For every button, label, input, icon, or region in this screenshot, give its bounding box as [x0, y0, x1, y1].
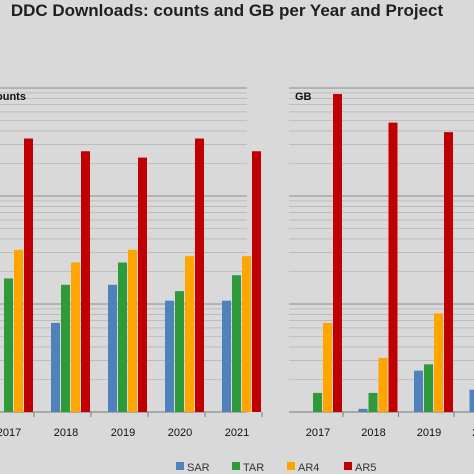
- x-tick-label: 2019: [111, 427, 135, 439]
- legend-item-ar5: AR5: [344, 462, 376, 474]
- bar-sar-2020: [469, 389, 474, 412]
- x-tick-label: 2018: [54, 427, 78, 439]
- bar-ar5-2019: [138, 157, 147, 412]
- legend-label: AR4: [298, 462, 319, 474]
- bar-ar4-2017: [14, 249, 23, 412]
- x-tick-label: 2021: [225, 427, 249, 439]
- bar-ar4-2018: [71, 262, 80, 412]
- bar-sar-2021: [222, 300, 231, 412]
- chart-legend: SAR TAR AR4 AR5: [176, 462, 376, 474]
- legend-label: SAR: [187, 462, 210, 474]
- legend-swatch: [344, 462, 352, 470]
- bar-ar4-2018: [378, 357, 388, 412]
- bar-ar5-2019: [444, 132, 453, 412]
- bar-tar-2017: [313, 392, 322, 412]
- panel-label: GB: [295, 91, 312, 103]
- bar-tar-2021: [232, 275, 241, 412]
- bar-tar-2018: [61, 284, 70, 412]
- bar-sar-2018: [358, 408, 368, 412]
- chart-panel-2: GB 2017 2018 2019 2020: [289, 87, 474, 439]
- legend-swatch: [232, 462, 240, 470]
- legend-item-tar: TAR: [232, 462, 264, 474]
- bar-tar-2019: [118, 262, 127, 412]
- bar-tar-2017: [4, 278, 13, 412]
- chart-panel-1: ounts 2017 2018 2019 2020 2021: [0, 87, 263, 439]
- x-tick-label: 2020: [168, 427, 192, 439]
- bar-ar4-2019: [434, 313, 443, 412]
- legend-item-ar4: AR4: [287, 462, 319, 474]
- legend-swatch: [176, 462, 184, 470]
- x-tick-label: 2017: [306, 427, 330, 439]
- legend-swatch: [287, 462, 295, 470]
- legend-label: AR5: [355, 462, 376, 474]
- panel-label: ounts: [0, 91, 26, 103]
- bar-ar4-2021: [242, 256, 251, 412]
- gridlines: [289, 87, 474, 413]
- chart-panels: ounts 2017 2018 2019 2020 2021 GB 2017 2018 2019 2…: [0, 87, 474, 439]
- bar-ar5-2021: [252, 151, 261, 413]
- bar-tar-2019: [424, 364, 433, 412]
- bar-ar4-2019: [128, 249, 137, 412]
- x-tick-label: 2017: [0, 427, 21, 439]
- legend-label: TAR: [243, 462, 264, 474]
- bar-sar-2018: [51, 322, 60, 412]
- bar-ar5-2020: [195, 138, 204, 412]
- bar-ar5-2018: [81, 151, 90, 413]
- bar-ar5-2018: [388, 122, 398, 413]
- bar-sar-2019: [414, 370, 423, 412]
- x-tick-label: 2019: [417, 427, 441, 439]
- bar-tar-2018: [368, 392, 378, 412]
- bar-ar5-2017: [24, 138, 33, 412]
- bar-sar-2019: [108, 284, 117, 412]
- legend-item-sar: SAR: [176, 462, 210, 474]
- bar-ar4-2020: [185, 256, 194, 412]
- bar-tar-2020: [175, 291, 184, 412]
- bar-ar4-2017: [323, 322, 332, 412]
- x-tick-label: 2018: [361, 427, 385, 439]
- chart-title: DDC Downloads: counts and GB per Year an…: [11, 1, 444, 20]
- bar-sar-2020: [165, 300, 174, 412]
- x-tick-label: 2020: [472, 427, 474, 439]
- bar-ar5-2017: [333, 94, 342, 412]
